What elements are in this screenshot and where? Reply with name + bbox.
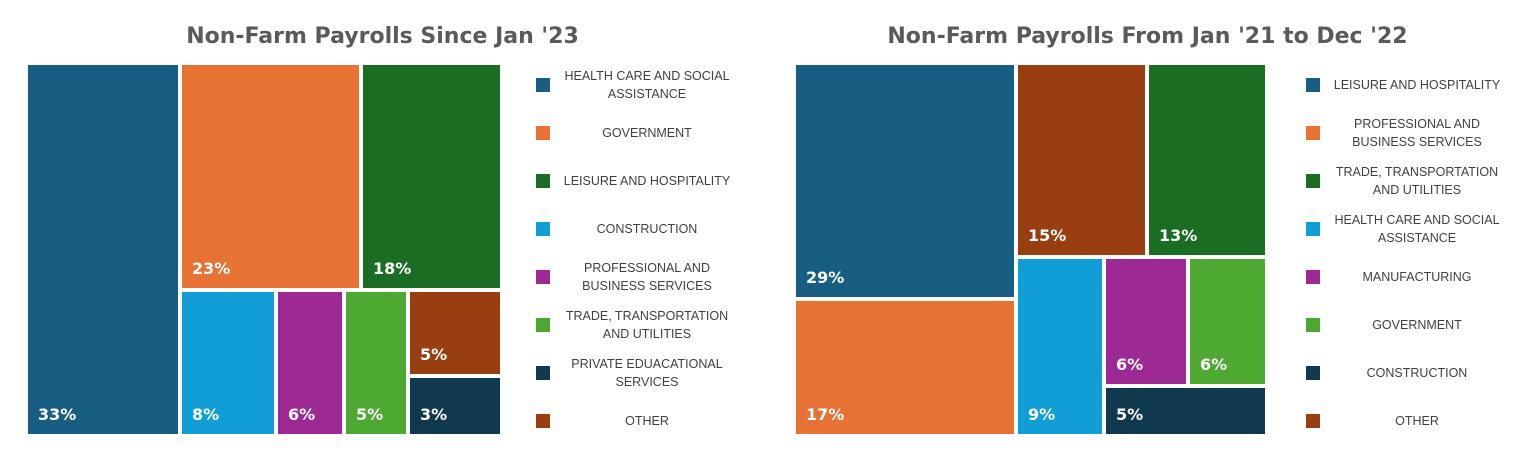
legend-label: HEALTH CARE AND SOCIAL ASSISTANCE [564,69,730,101]
legend-item: LEISURE AND HOSPITALITY [1306,65,1516,105]
legend-item: GOVERNMENT [536,113,746,153]
treemap-cell: 6% [1190,259,1265,384]
legend-swatch [536,414,550,428]
legend-item: PROFESSIONAL AND BUSINESS SERVICES [1306,113,1516,153]
legend-item: PRIVATE EDUACATIONAL SERVICES [536,353,746,393]
legend-label: TRADE, TRANSPORTATION AND UTILITIES [565,309,729,341]
legend-swatch [1306,174,1320,188]
legend-swatch [1306,414,1320,428]
legend-swatch [536,366,550,380]
legend-item: CONSTRUCTION [536,209,746,249]
data-label: 17% [806,405,845,424]
treemap: 33% 23% 18% 8% 6% 5% 3% 5% [28,65,500,434]
data-label: 13% [1159,226,1198,245]
legend-label: OTHER [625,414,669,428]
legend-label: GOVERNMENT [1372,318,1462,332]
data-label: 9% [1028,405,1056,424]
data-label: 3% [420,405,448,424]
chart-title: Non-Farm Payrolls From Jan '21 to Dec '2… [887,24,1408,49]
treemap-cell: 9% [1018,259,1102,434]
legend-item: HEALTH CARE AND SOCIAL ASSISTANCE [536,65,746,105]
data-label: 5% [1116,405,1144,424]
legend-item: TRADE, TRANSPORTATION AND UTILITIES [536,305,746,345]
legend-swatch [536,222,550,236]
treemap-cell: 5% [346,292,406,434]
treemap-cell: 18% [363,65,500,288]
legend-label: GOVERNMENT [602,126,692,140]
legend-label: PROFESSIONAL AND BUSINESS SERVICES [1352,117,1482,149]
legend-item: LEISURE AND HOSPITALITY [536,161,746,201]
legend-item: HEALTH CARE AND SOCIAL ASSISTANCE [1306,209,1516,249]
treemap-cell: 5% [410,292,500,374]
legend-label: CONSTRUCTION [596,222,698,236]
legend-swatch [1306,366,1320,380]
treemap-cell: 17% [796,301,1014,434]
legend-swatch [1306,78,1320,92]
data-label: 8% [192,405,220,424]
legend-label: PRIVATE EDUACATIONAL SERVICES [571,357,723,389]
legend: LEISURE AND HOSPITALITY PROFESSIONAL AND … [1306,65,1516,440]
legend-label: LEISURE AND HOSPITALITY [563,174,731,188]
treemap-cell: 5% [1106,388,1265,434]
legend-label: OTHER [1395,414,1439,428]
treemap-cell: 33% [28,65,178,434]
legend-label: HEALTH CARE AND SOCIAL ASSISTANCE [1334,213,1500,245]
legend-swatch [536,270,550,284]
legend-item: OTHER [536,401,746,441]
legend-swatch [1306,318,1320,332]
legend-swatch [536,174,550,188]
legend-swatch [536,126,550,140]
treemap-cell: 8% [182,292,274,434]
legend-swatch [1306,270,1320,284]
data-label: 18% [373,259,412,278]
legend-swatch [536,318,550,332]
legend-item: GOVERNMENT [1306,305,1516,345]
legend-item: MANUFACTURING [1306,257,1516,297]
data-label: 5% [356,405,384,424]
legend-swatch [1306,222,1320,236]
chart-panel-since-jan-23: Non-Farm Payrolls Since Jan '23 33% 23% 18… [28,24,746,440]
data-label: 6% [288,405,316,424]
legend-label: CONSTRUCTION [1366,366,1468,380]
data-label: 5% [420,345,448,364]
legend-item: PROFESSIONAL AND BUSINESS SERVICES [536,257,746,297]
data-label: 6% [1116,355,1144,374]
legend: HEALTH CARE AND SOCIAL ASSISTANCE GOVERNM… [536,65,746,440]
legend-label: MANUFACTURING [1362,270,1472,284]
data-label: 33% [38,405,77,424]
data-label: 29% [806,268,845,287]
legend-item: TRADE, TRANSPORTATION AND UTILITIES [1306,161,1516,201]
data-label: 6% [1200,355,1228,374]
treemap-cell: 15% [1018,65,1145,255]
legend-swatch [1306,126,1320,140]
treemap-cell: 6% [278,292,342,434]
data-label: 15% [1028,226,1067,245]
data-label: 23% [192,259,231,278]
treemap-cell: 29% [796,65,1014,297]
legend-swatch [536,78,550,92]
legend-label: PROFESSIONAL AND BUSINESS SERVICES [582,261,712,293]
legend-label: LEISURE AND HOSPITALITY [1333,78,1501,92]
treemap-cell: 23% [182,65,359,288]
legend-item: CONSTRUCTION [1306,353,1516,393]
chart-title: Non-Farm Payrolls Since Jan '23 [186,24,579,49]
treemap-cell: 6% [1106,259,1186,384]
treemap-cell: 3% [410,378,500,434]
legend-item: OTHER [1306,401,1516,441]
treemap: 29% 17% 13% 9% 6% 6% 5% 15% [796,65,1265,434]
treemap-cell: 13% [1149,65,1265,255]
legend-label: TRADE, TRANSPORTATION AND UTILITIES [1335,165,1499,197]
chart-panel-jan-21-to-dec-22: Non-Farm Payrolls From Jan '21 to Dec '2… [765,0,1530,469]
